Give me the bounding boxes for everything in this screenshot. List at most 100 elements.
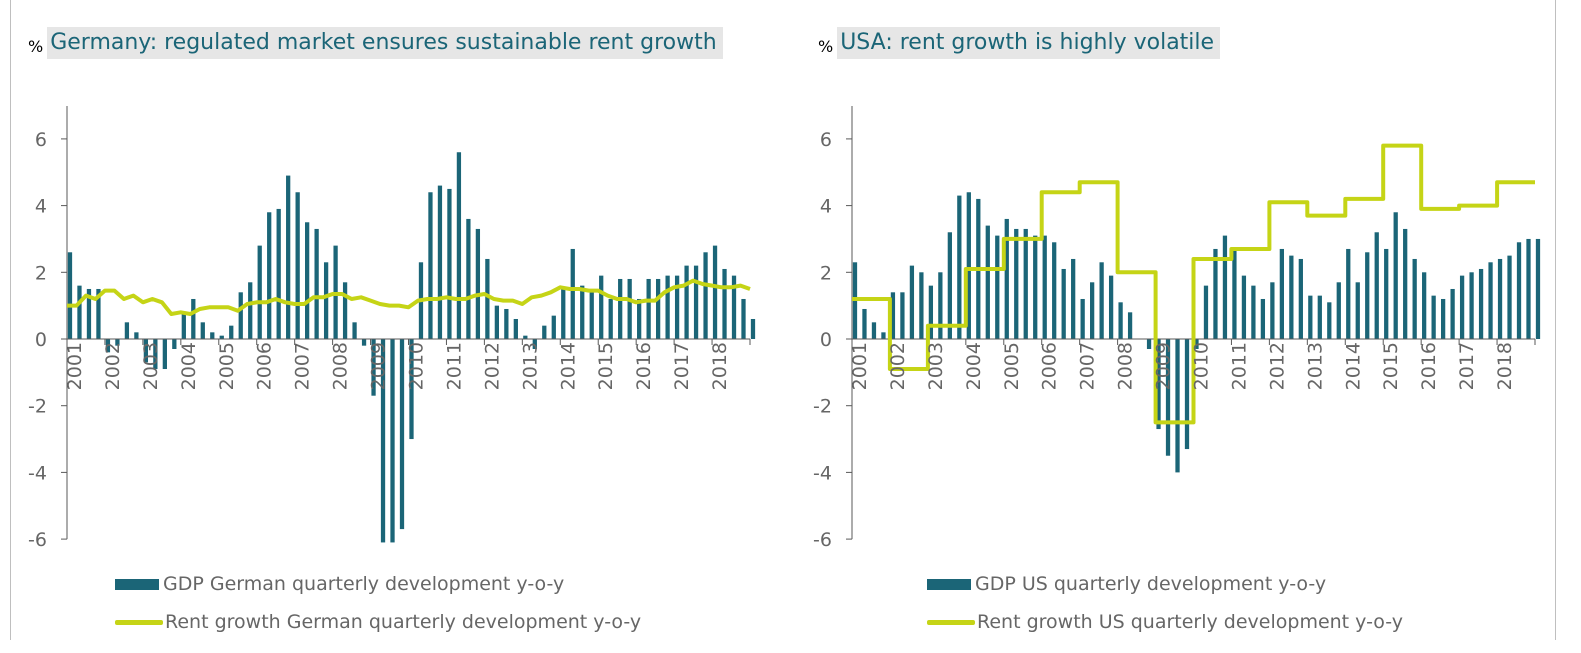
x-tick-label: 2004 (963, 342, 985, 390)
right-border (1555, 0, 1556, 640)
gdp-bar (1203, 285, 1209, 339)
gdp-bar (532, 339, 537, 350)
gdp-bar (494, 305, 499, 339)
gdp-bar (881, 332, 886, 339)
legend-item-rent-germany: Rent growth German quarterly development… (115, 603, 641, 641)
gdp-bar (295, 192, 300, 339)
gdp-bar (1232, 248, 1237, 339)
gdp-bar (1052, 242, 1057, 339)
gdp-bar (162, 339, 167, 370)
y-tick-label: -6 (813, 529, 832, 551)
y-tick-label: -2 (813, 396, 832, 418)
gdp-bar (1365, 252, 1370, 339)
gdp-bar (890, 292, 896, 339)
y-tick-label: 6 (820, 129, 832, 151)
gdp-bar (674, 275, 680, 339)
x-tick-label: 2010 (1191, 342, 1213, 390)
gdp-bar (561, 288, 566, 339)
chart-germany: 6 4 2 0 -2 -4 -6 2001 2002 2003 2004 2005 2006 2007 20… (28, 106, 756, 551)
y-tick-label: 2 (35, 262, 47, 284)
legend-item-gdp-germany: GDP German quarterly development y-o-y (115, 565, 641, 603)
chart-1-title: Germany: regulated market ensures sustai… (47, 27, 723, 59)
gdp-bar (1374, 232, 1379, 339)
legend-item-gdp-us: GDP US quarterly development y-o-y (927, 565, 1403, 603)
y-tick-label: 6 (35, 129, 47, 151)
gdp-bar (570, 248, 575, 339)
gdp-bar (1346, 248, 1351, 339)
legend-item-rent-us: Rent growth US quarterly development y-o… (927, 603, 1403, 641)
chart-2-header: % USA: rent growth is highly volatile (818, 27, 1221, 59)
gdp-bar (1507, 255, 1512, 339)
gdp-bar (722, 268, 727, 339)
gdp-bar (286, 175, 291, 339)
x-tick-label: 2015 (595, 342, 617, 390)
gdp-bar (731, 275, 737, 339)
legend-bar-swatch (927, 578, 971, 590)
legend-label: GDP US quarterly development y-o-y (975, 573, 1327, 595)
x-tick-label: 2013 (519, 342, 541, 390)
gdp-bar (1298, 258, 1303, 339)
gdp-bar (627, 278, 632, 339)
gdp-bar (684, 265, 689, 339)
x-tick-label: 2017 (671, 342, 693, 390)
x-tick-label: 2007 (1077, 342, 1099, 390)
gdp-bar (1090, 282, 1095, 339)
gdp-bar (1260, 298, 1266, 339)
gdp-bar (323, 262, 329, 339)
gdp-bar (210, 332, 215, 339)
gdp-bar (1526, 238, 1531, 339)
gdp-bar (1004, 218, 1009, 339)
rent-growth-line (67, 278, 751, 316)
gdp-bar (712, 245, 718, 339)
gdp-bar (938, 272, 943, 339)
gdp-bar (947, 232, 952, 339)
legend-label: Rent growth German quarterly development… (165, 611, 642, 633)
gdp-bar (371, 339, 376, 396)
x-tick-label: 2003 (925, 342, 947, 390)
gdp-bar (1393, 212, 1398, 339)
gdp-bar (238, 292, 243, 339)
x-tick-label: 2010 (406, 342, 428, 390)
chart-usa: 6 4 2 0 -2 -4 -6 2001 2002 2003 2004 2005 2006 2007 20… (813, 106, 1541, 551)
x-tick-label: 2011 (443, 342, 465, 390)
gdp-bar (399, 339, 405, 530)
x-tick-label: 2005 (1001, 342, 1023, 390)
gdp-bar (257, 245, 262, 339)
gdp-bar (513, 318, 518, 339)
gdp-bar (1279, 248, 1284, 339)
gdp-bar (608, 298, 613, 339)
gdp-bar (342, 282, 348, 339)
chart-1-header: % Germany: regulated market ensures sust… (28, 27, 723, 59)
gdp-bar (655, 278, 661, 339)
gdp-bar (124, 322, 130, 339)
gdp-bar (219, 335, 224, 339)
y-tick-label: -2 (28, 396, 47, 418)
legend-label: Rent growth US quarterly development y-o… (977, 611, 1404, 633)
x-tick-label: 2001 (64, 342, 86, 390)
x-tick-label: 2005 (216, 342, 238, 390)
gdp-bar (542, 325, 547, 339)
legend-bar-swatch (115, 578, 159, 590)
gdp-bar (1317, 295, 1322, 339)
gdp-bar (229, 325, 234, 339)
x-tick-label: 2007 (292, 342, 314, 390)
gdp-bar (1535, 238, 1541, 339)
gdp-bar (1422, 272, 1427, 339)
x-tick-label: 2006 (254, 342, 276, 390)
gdp-bar (693, 265, 699, 339)
y-tick-label: 0 (820, 329, 832, 351)
gdp-bar (551, 315, 556, 339)
gdp-bar (1488, 262, 1493, 339)
gdp-bar (862, 308, 867, 339)
y-tick-label: -6 (28, 529, 47, 551)
gdp-bar (1469, 272, 1474, 339)
x-tick-label: 2009 (368, 342, 390, 390)
gdp-bar (1175, 339, 1180, 473)
x-tick-label: 2017 (1456, 342, 1478, 390)
gdp-bar (985, 225, 990, 339)
gdp-bar (1071, 258, 1076, 339)
gdp-bar (466, 218, 471, 339)
gdp-bar (995, 235, 1000, 339)
gdp-bar (267, 212, 272, 339)
gdp-bar (1222, 235, 1228, 339)
